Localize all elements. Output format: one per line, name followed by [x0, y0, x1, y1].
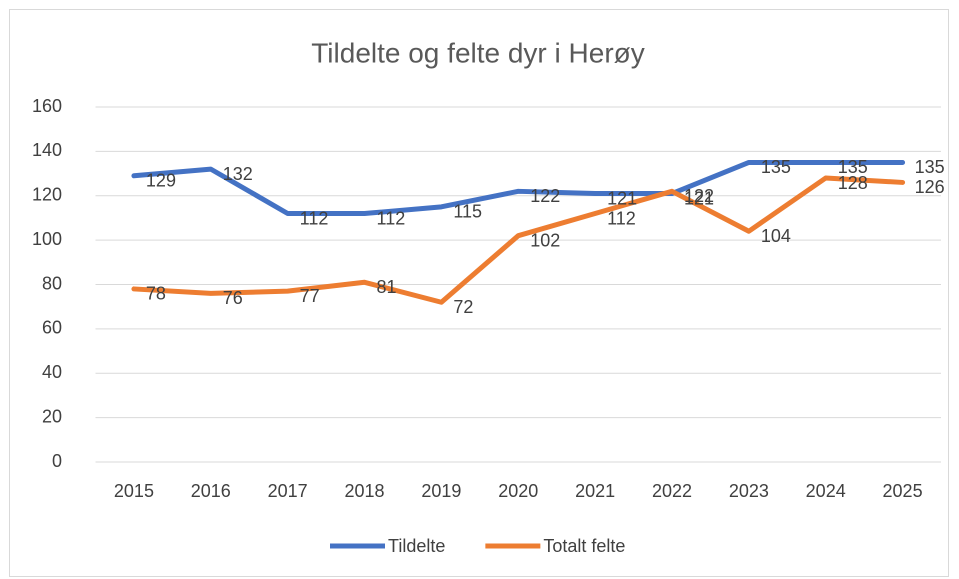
y-tick-label: 60	[42, 318, 62, 338]
x-tick-label: 2018	[344, 481, 384, 501]
y-tick-label: 120	[32, 185, 62, 205]
y-tick-label: 0	[52, 451, 62, 471]
data-label: 72	[453, 297, 473, 317]
series-line	[131, 175, 906, 305]
data-label: 122	[684, 186, 714, 206]
y-tick-label: 80	[42, 273, 62, 293]
data-label: 77	[300, 286, 320, 306]
data-label: 76	[223, 288, 243, 308]
x-tick-label: 2019	[421, 481, 461, 501]
data-label: 135	[761, 157, 791, 177]
data-label: 121	[684, 188, 714, 208]
data-label: 112	[607, 208, 636, 228]
data-label: 78	[146, 284, 166, 304]
y-tick-label: 160	[32, 96, 62, 116]
y-tick-label: 140	[32, 140, 62, 160]
data-label: 112	[377, 208, 406, 228]
x-tick-label: 2024	[806, 481, 846, 501]
data-label: 129	[146, 171, 176, 191]
data-label: 104	[761, 226, 791, 246]
chart-title: Tildelte og felte dyr i Herøy	[311, 37, 645, 68]
x-tick-label: 2015	[114, 481, 154, 501]
y-tick-label: 100	[32, 229, 62, 249]
legend-label: Tildelte	[388, 536, 445, 556]
data-label: 121	[607, 188, 637, 208]
data-label: 115	[453, 202, 482, 222]
data-label: 81	[377, 277, 397, 297]
y-tick-label: 20	[42, 406, 62, 426]
data-label: 112	[300, 208, 329, 228]
data-label: 122	[530, 186, 560, 206]
data-label: 128	[838, 173, 868, 193]
data-label: 135	[915, 157, 945, 177]
data-label: 126	[915, 177, 945, 197]
legend-label: Totalt felte	[543, 536, 625, 556]
data-label: 102	[530, 230, 560, 250]
series-line	[131, 159, 906, 216]
data-label: 135	[838, 157, 868, 177]
x-tick-label: 2016	[191, 481, 231, 501]
x-tick-label: 2017	[268, 481, 308, 501]
x-tick-label: 2021	[575, 481, 615, 501]
data-label: 132	[223, 164, 253, 184]
x-tick-label: 2022	[652, 481, 692, 501]
y-tick-label: 40	[42, 362, 62, 382]
x-tick-label: 2020	[498, 481, 538, 501]
x-tick-label: 2025	[883, 481, 923, 501]
x-tick-label: 2023	[729, 481, 769, 501]
